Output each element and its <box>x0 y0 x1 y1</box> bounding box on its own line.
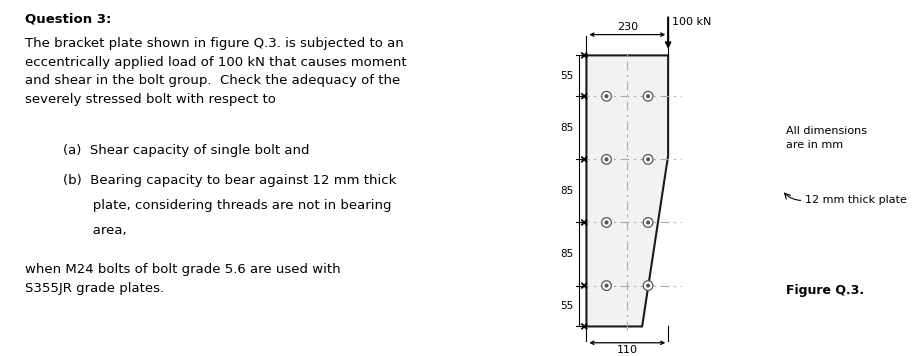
Circle shape <box>605 95 608 98</box>
Text: 110: 110 <box>617 345 638 355</box>
Circle shape <box>646 95 649 98</box>
Text: plate, considering threads are not in bearing: plate, considering threads are not in be… <box>63 199 391 213</box>
Text: 12 mm thick plate: 12 mm thick plate <box>805 195 906 205</box>
Text: 55: 55 <box>561 301 573 311</box>
Text: All dimensions
are in mm: All dimensions are in mm <box>786 126 868 150</box>
Circle shape <box>646 221 649 224</box>
Circle shape <box>602 155 611 164</box>
Text: 85: 85 <box>561 249 573 259</box>
Text: when M24 bolts of bolt grade 5.6 are used with
S355JR grade plates.: when M24 bolts of bolt grade 5.6 are use… <box>25 263 341 295</box>
Text: Figure Q.3.: Figure Q.3. <box>786 284 864 297</box>
Text: The bracket plate shown in figure Q.3. is subjected to an
eccentrically applied : The bracket plate shown in figure Q.3. i… <box>25 37 407 106</box>
Circle shape <box>646 284 649 287</box>
Text: 100 kN: 100 kN <box>672 17 711 27</box>
Circle shape <box>644 281 653 290</box>
Circle shape <box>646 158 649 161</box>
Text: (b)  Bearing capacity to bear against 12 mm thick: (b) Bearing capacity to bear against 12 … <box>63 174 396 188</box>
Circle shape <box>644 155 653 164</box>
Circle shape <box>602 91 611 101</box>
Text: 230: 230 <box>617 22 638 32</box>
Circle shape <box>644 218 653 227</box>
Circle shape <box>644 91 653 101</box>
Circle shape <box>602 281 611 290</box>
Circle shape <box>602 218 611 227</box>
Text: Question 3:: Question 3: <box>25 12 112 26</box>
Text: area,: area, <box>63 224 126 237</box>
Text: 85: 85 <box>561 186 573 196</box>
Text: 55: 55 <box>561 71 573 81</box>
Circle shape <box>605 158 608 161</box>
Polygon shape <box>586 56 668 326</box>
Text: 85: 85 <box>561 123 573 133</box>
Text: (a)  Shear capacity of single bolt and: (a) Shear capacity of single bolt and <box>63 144 309 157</box>
Circle shape <box>605 284 608 287</box>
Circle shape <box>605 221 608 224</box>
